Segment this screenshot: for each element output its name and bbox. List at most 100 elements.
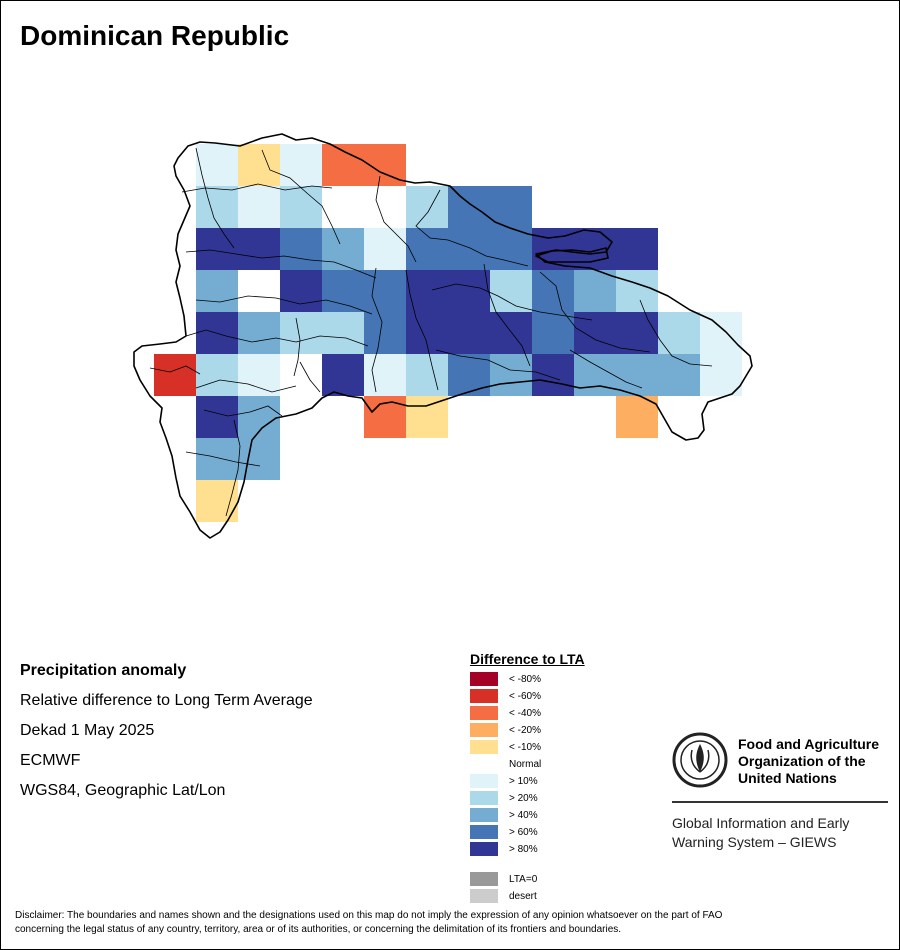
fao-name-line1: Food and Agriculture bbox=[738, 736, 880, 752]
grid-cell bbox=[280, 312, 322, 354]
legend-item: > 40% bbox=[470, 808, 538, 822]
grid-cell bbox=[490, 270, 532, 312]
anomaly-grid bbox=[154, 144, 742, 522]
info-subtitle: Relative difference to Long Term Average bbox=[20, 692, 313, 709]
legend-item: > 60% bbox=[470, 825, 538, 839]
grid-cell bbox=[322, 228, 364, 270]
legend-item: LTA=0 bbox=[470, 872, 537, 886]
legend-swatch bbox=[470, 872, 498, 886]
info-source: ECMWF bbox=[20, 752, 81, 769]
country-outline bbox=[133, 133, 753, 539]
grid-cell bbox=[574, 312, 616, 354]
grid-cell bbox=[280, 144, 322, 186]
grid-cell bbox=[238, 228, 280, 270]
grid-cell bbox=[196, 270, 238, 312]
legend-item: < -10% bbox=[470, 740, 541, 754]
grid-cell bbox=[616, 312, 658, 354]
legend-title: Difference to LTA bbox=[470, 651, 585, 667]
grid-cell bbox=[658, 354, 700, 396]
legend-label: < -10% bbox=[509, 741, 541, 753]
legend-swatch bbox=[470, 791, 498, 805]
grid-cell bbox=[448, 186, 490, 228]
page-title: Dominican Republic bbox=[20, 20, 290, 51]
grid-cell bbox=[532, 312, 574, 354]
legend-swatch bbox=[470, 689, 498, 703]
grid-cell bbox=[616, 354, 658, 396]
grid-cell bbox=[196, 354, 238, 396]
legend-swatch bbox=[470, 825, 498, 839]
legend-label: > 20% bbox=[509, 792, 538, 804]
grid-cell bbox=[364, 312, 406, 354]
grid-cell bbox=[238, 270, 280, 312]
legend-item: > 80% bbox=[470, 842, 538, 856]
giews-name: Global Information and Early Warning Sys… bbox=[672, 814, 892, 852]
grid-cell bbox=[196, 438, 238, 480]
grid-cell bbox=[406, 312, 448, 354]
legend-label: > 80% bbox=[509, 843, 538, 855]
disclaimer-line2: concerning the legal status of any count… bbox=[15, 924, 622, 935]
grid-cell bbox=[616, 228, 658, 270]
legend-item: desert bbox=[470, 889, 537, 903]
grid-cell bbox=[322, 354, 364, 396]
grid-cell bbox=[448, 354, 490, 396]
grid-cell bbox=[154, 354, 196, 396]
grid-cell bbox=[574, 228, 616, 270]
grid-cell bbox=[238, 144, 280, 186]
legend-label: LTA=0 bbox=[509, 873, 538, 885]
grid-cell bbox=[280, 354, 322, 396]
legend-label: Normal bbox=[509, 758, 542, 770]
legend-swatch bbox=[470, 706, 498, 720]
giews-line2: Warning System – GIEWS bbox=[672, 834, 837, 850]
legend-swatch bbox=[470, 757, 498, 771]
info-heading: Precipitation anomaly bbox=[20, 662, 187, 679]
grid-cell bbox=[448, 270, 490, 312]
legend-item: < -40% bbox=[470, 706, 541, 720]
grid-cell bbox=[238, 438, 280, 480]
legend-swatch bbox=[470, 672, 498, 686]
grid-cell bbox=[238, 186, 280, 228]
grid-cell bbox=[280, 186, 322, 228]
grid-cell bbox=[196, 144, 238, 186]
grid-cell bbox=[532, 270, 574, 312]
legend-item: > 20% bbox=[470, 791, 538, 805]
map-info: Precipitation anomaly Relative differenc… bbox=[20, 656, 313, 806]
grid-cell bbox=[322, 186, 364, 228]
legend-swatch bbox=[470, 774, 498, 788]
grid-cell bbox=[700, 312, 742, 354]
legend-item: Normal bbox=[470, 757, 541, 771]
info-period: Dekad 1 May 2025 bbox=[20, 722, 155, 739]
grid-cell bbox=[322, 312, 364, 354]
grid-cell bbox=[280, 228, 322, 270]
grid-cell bbox=[196, 480, 238, 522]
grid-cell bbox=[196, 186, 238, 228]
fao-emblem-icon bbox=[672, 732, 728, 788]
legend-swatch bbox=[470, 889, 498, 903]
legend-swatch bbox=[470, 740, 498, 754]
logo-divider bbox=[672, 801, 888, 803]
info-projection: WGS84, Geographic Lat/Lon bbox=[20, 782, 226, 799]
precipitation-anomaly-map bbox=[133, 133, 753, 539]
grid-cell bbox=[490, 186, 532, 228]
legend-item: < -60% bbox=[470, 689, 541, 703]
grid-cell bbox=[406, 186, 448, 228]
legend-label: > 10% bbox=[509, 775, 538, 787]
grid-cell bbox=[616, 270, 658, 312]
grid-cell bbox=[448, 228, 490, 270]
grid-cell bbox=[280, 270, 322, 312]
province-boundaries bbox=[149, 147, 713, 517]
grid-cell bbox=[238, 354, 280, 396]
grid-cell bbox=[364, 270, 406, 312]
legend-item: < -80% bbox=[470, 672, 541, 686]
grid-cell bbox=[490, 312, 532, 354]
legend-swatch bbox=[470, 723, 498, 737]
legend-swatch bbox=[470, 842, 498, 856]
grid-cell bbox=[700, 354, 742, 396]
legend-label: < -80% bbox=[509, 673, 541, 685]
disclaimer: Disclaimer: The boundaries and names sho… bbox=[15, 909, 885, 937]
grid-cell bbox=[574, 270, 616, 312]
grid-cell bbox=[238, 312, 280, 354]
grid-cell bbox=[616, 396, 658, 438]
legend-label: < -40% bbox=[509, 707, 541, 719]
fao-name: Food and Agriculture Organization of the… bbox=[738, 736, 898, 787]
grid-cell bbox=[322, 270, 364, 312]
